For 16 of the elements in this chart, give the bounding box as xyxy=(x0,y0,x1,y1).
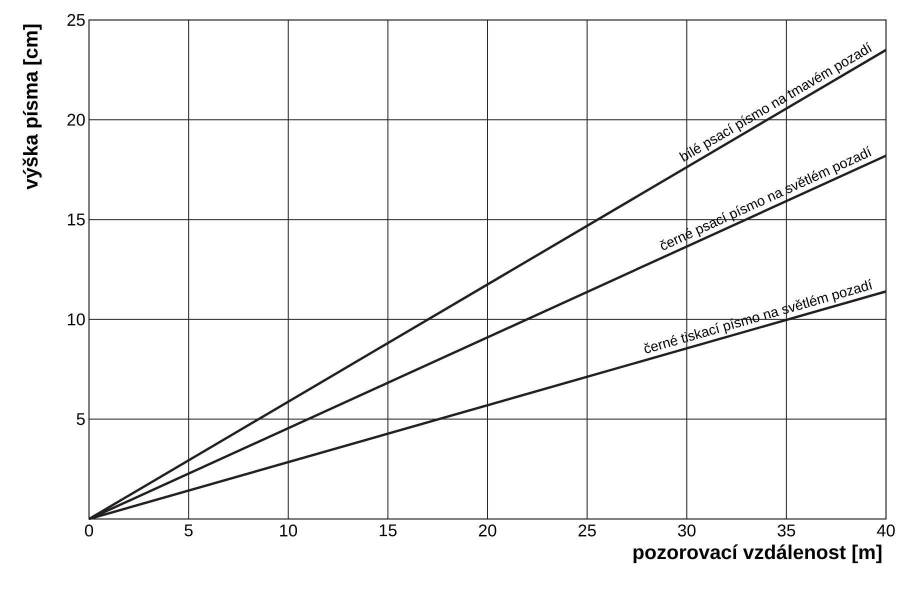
x-tick-label: 5 xyxy=(184,524,193,536)
y-axis-title: výška písma [cm] xyxy=(22,24,42,190)
x-tick-label: 40 xyxy=(876,524,895,536)
x-tick-label: 30 xyxy=(678,524,696,536)
y-tick-label: 25 xyxy=(68,14,85,26)
y-tick-label: 10 xyxy=(68,313,85,326)
y-tick-label: 15 xyxy=(68,214,85,226)
x-tick-label: 15 xyxy=(380,524,397,536)
x-tick-label: 35 xyxy=(778,524,796,536)
x-tick-label: 20 xyxy=(478,524,496,536)
y-tick-label: 5 xyxy=(76,413,85,426)
x-tick-label: 0 xyxy=(84,524,94,536)
y-tick-label: 20 xyxy=(68,114,85,126)
x-tick-label: 25 xyxy=(578,524,596,536)
x-axis-title: pozorovací vzdálenost [m] xyxy=(634,544,882,564)
x-tick-label: 10 xyxy=(280,524,298,536)
